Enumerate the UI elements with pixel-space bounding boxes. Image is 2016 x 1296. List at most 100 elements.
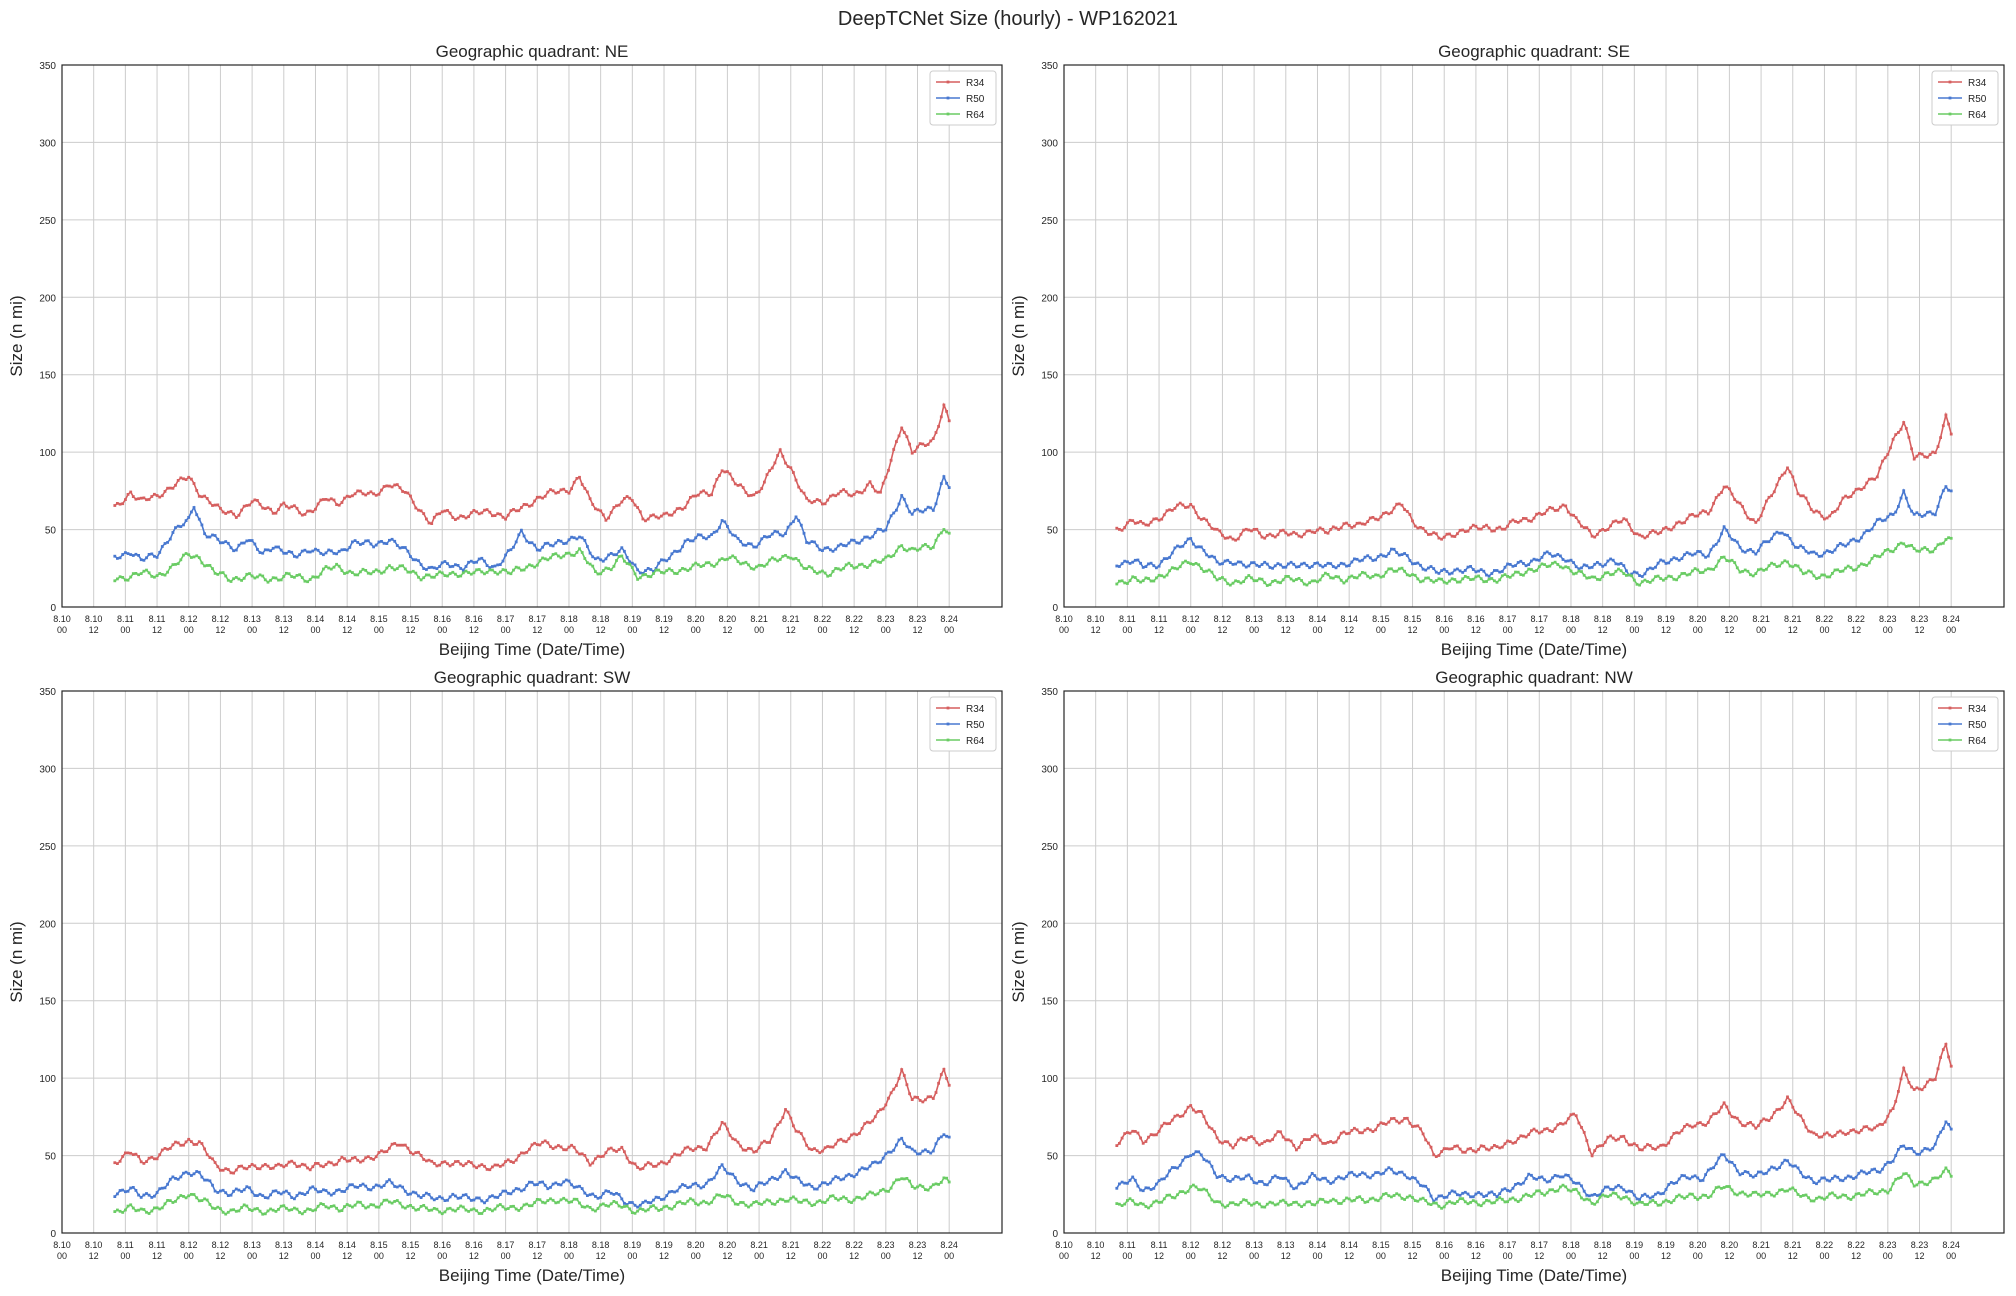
data-point (1582, 1189, 1586, 1193)
data-point (1651, 1147, 1655, 1150)
data-point (1155, 566, 1158, 570)
data-point (578, 547, 581, 551)
data-point (1276, 1202, 1280, 1206)
data-point (1197, 516, 1201, 520)
data-point (1440, 1194, 1443, 1198)
data-point (1165, 1193, 1169, 1197)
data-point (630, 1201, 634, 1204)
data-point (1487, 526, 1491, 530)
data-point (1891, 550, 1895, 554)
data-point (1487, 1199, 1491, 1203)
data-point (274, 1210, 278, 1213)
data-point (126, 578, 130, 582)
data-point (1941, 1048, 1945, 1051)
data-point (343, 572, 346, 575)
data-point (1173, 1166, 1177, 1169)
data-point (1173, 566, 1177, 570)
data-point (1601, 1189, 1605, 1193)
data-point (311, 1209, 315, 1213)
data-point (1139, 580, 1142, 584)
data-point (1897, 1090, 1900, 1093)
data-point (1627, 1143, 1631, 1147)
data-point (562, 1180, 566, 1184)
data-point (382, 485, 386, 488)
x-tick-label: 8.19 00 (624, 1240, 642, 1261)
data-point (1397, 567, 1401, 571)
data-point (1865, 1125, 1869, 1128)
data-point (1265, 584, 1269, 587)
data-point (781, 554, 785, 558)
data-point (1838, 542, 1842, 545)
data-point (1345, 1132, 1348, 1136)
data-point (166, 570, 169, 574)
data-point (1728, 1160, 1731, 1164)
data-point (1889, 1161, 1892, 1164)
data-point (1416, 1180, 1420, 1184)
data-point (1730, 538, 1734, 541)
data-point (588, 1206, 592, 1209)
data-point (1709, 1167, 1713, 1171)
data-point (757, 1146, 761, 1150)
data-point (1218, 1200, 1222, 1204)
data-point (1754, 521, 1758, 524)
data-point (1144, 1205, 1148, 1208)
data-point (607, 567, 610, 570)
data-point (1640, 534, 1644, 538)
data-point (1318, 1197, 1322, 1201)
data-point (351, 571, 354, 574)
data-point (139, 1160, 143, 1164)
data-point (385, 566, 389, 570)
data-point (731, 554, 735, 558)
data-point (1339, 1176, 1343, 1180)
data-point (1149, 561, 1153, 565)
data-point (892, 554, 896, 557)
data-point (1648, 581, 1652, 584)
data-point (889, 458, 893, 462)
data-point (1659, 1203, 1663, 1207)
data-point (1205, 1159, 1208, 1163)
data-point (1260, 1180, 1264, 1183)
data-point (1754, 1190, 1758, 1194)
data-point (1413, 1176, 1417, 1180)
x-tick-label: 8.13 00 (1245, 1240, 1263, 1261)
data-point (1733, 498, 1737, 501)
data-point (836, 1138, 840, 1142)
data-point (1353, 576, 1356, 579)
data-point (1669, 1136, 1673, 1139)
data-point (657, 1209, 661, 1212)
data-point (158, 572, 162, 575)
data-point (335, 503, 338, 506)
data-point (1941, 1170, 1945, 1174)
data-point (356, 541, 360, 544)
data-point (535, 563, 539, 567)
data-point (306, 580, 309, 584)
data-point (1873, 554, 1876, 557)
x-tick-label: 8.21 00 (1752, 1240, 1770, 1261)
data-point (591, 1208, 595, 1212)
data-point (1577, 1181, 1581, 1185)
data-point (522, 1203, 526, 1207)
data-point (1933, 451, 1937, 455)
data-point (488, 1207, 492, 1211)
data-point (1450, 1147, 1454, 1151)
data-point (1287, 1138, 1290, 1142)
data-point (1358, 1131, 1362, 1135)
data-point (348, 1183, 352, 1187)
data-point (435, 1197, 439, 1200)
data-point (583, 1205, 587, 1209)
data-point (1522, 1134, 1525, 1138)
data-point (1582, 563, 1586, 567)
data-point (646, 567, 650, 570)
data-point (649, 1162, 653, 1166)
data-point (612, 1200, 616, 1203)
data-point (1691, 1125, 1694, 1129)
data-point (469, 511, 473, 515)
plot-area (1064, 65, 2004, 607)
data-point (1907, 1147, 1911, 1150)
data-point (1495, 1195, 1499, 1198)
data-point (1162, 557, 1166, 560)
data-point (1667, 527, 1671, 531)
data-point (1162, 1121, 1166, 1125)
data-point (1944, 1120, 1948, 1124)
data-point (271, 546, 275, 550)
